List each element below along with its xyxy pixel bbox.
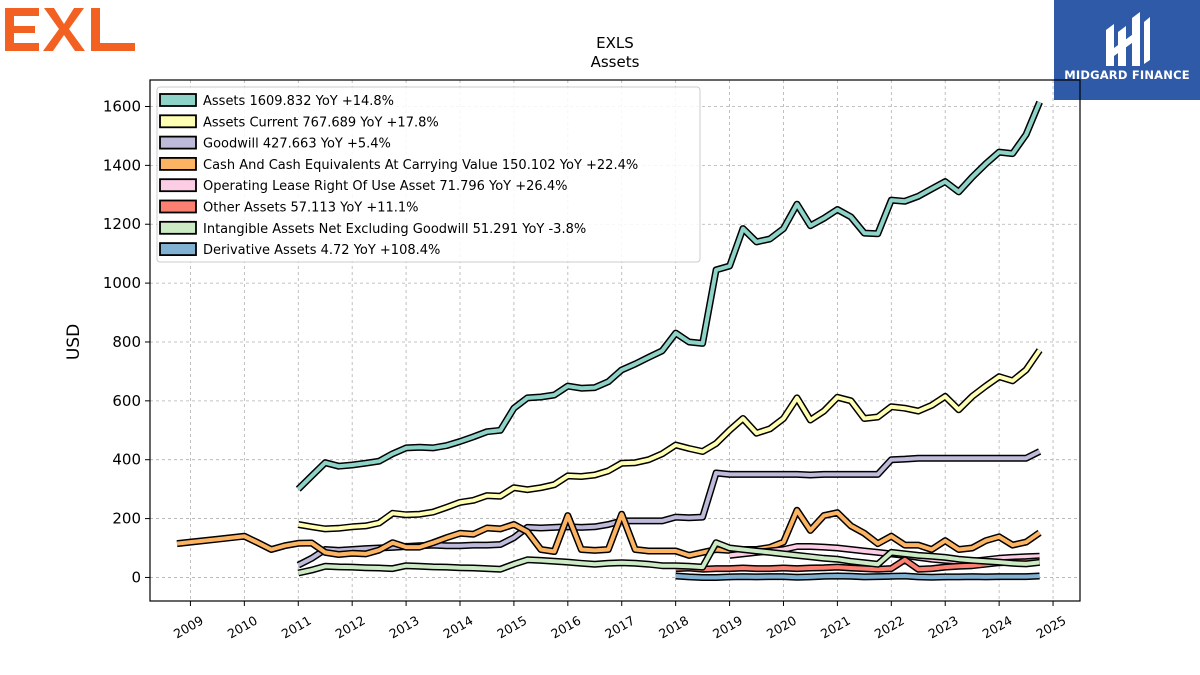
chart-title: EXLS — [596, 34, 634, 52]
x-tick-label: 2010 — [225, 613, 260, 642]
x-tick-label: 2018 — [656, 613, 691, 642]
legend-label: Other Assets 57.113 YoY +11.1% — [203, 201, 419, 216]
series-assets-current — [297, 348, 1043, 533]
legend-item: Operating Lease Right Of Use Asset 71.79… — [159, 178, 567, 194]
legend-item: Other Assets 57.113 YoY +11.1% — [159, 199, 419, 216]
series-assets — [295, 100, 1043, 492]
plot-frame — [149, 79, 1081, 602]
legend-item: Derivative Assets 4.72 YoY +108.4% — [159, 242, 440, 258]
series-line — [675, 574, 1040, 580]
legend-label: Derivative Assets 4.72 YoY +108.4% — [203, 243, 440, 258]
legend-item: Assets 1609.832 YoY +14.8% — [159, 93, 394, 109]
legend-label: Intangible Assets Net Excluding Goodwill… — [203, 222, 586, 237]
legend-swatch — [159, 114, 197, 129]
series-line — [296, 101, 1042, 491]
y-axis-label: USD — [64, 324, 84, 360]
series-intangible-assets-net-excluding-goodwill — [297, 539, 1040, 577]
legend-label: Cash And Cash Equivalents At Carrying Va… — [203, 158, 638, 173]
x-tick-label: 2016 — [548, 613, 583, 642]
legend: Assets 1609.832 YoY +14.8% Assets Current… — [156, 86, 701, 263]
y-tick-label: 0 — [131, 568, 141, 586]
x-tick-label: 2009 — [171, 613, 206, 642]
legend-item: Goodwill 427.663 YoY +5.4% — [159, 135, 391, 152]
legend-label: Goodwill 427.663 YoY +5.4% — [203, 137, 391, 152]
series-cash-and-cash-equivalents-at-carrying-value — [176, 506, 1042, 559]
series-line — [176, 508, 1041, 558]
midgard-finance-logo: MIDGARD FINANCE — [1054, 0, 1200, 100]
y-tick-label: 1200 — [103, 215, 141, 233]
series-line — [297, 349, 1042, 531]
y-tick-label: 200 — [112, 510, 141, 528]
series-derivative-assets — [675, 572, 1040, 581]
legend-swatch — [159, 156, 197, 171]
legend-label: Assets Current 767.689 YoY +17.8% — [203, 115, 439, 130]
legend-swatch — [159, 199, 197, 214]
y-tick-label: 800 — [112, 333, 141, 351]
y-tick-label: 400 — [112, 451, 141, 469]
legend-swatch — [159, 242, 197, 257]
series-other-assets — [675, 556, 1040, 573]
x-tick-label: 2017 — [602, 613, 637, 642]
legend-swatch — [159, 135, 197, 150]
midgard-wordmark: MIDGARD FINANCE — [1064, 68, 1190, 82]
series-line — [297, 540, 1040, 575]
legend-item: Cash And Cash Equivalents At Carrying Va… — [159, 156, 638, 173]
y-tick-label: 1600 — [103, 97, 141, 115]
x-tick-label: 2013 — [387, 613, 422, 642]
x-tick-label: 2022 — [872, 613, 907, 642]
exl-logo — [0, 0, 140, 60]
chart-subtitle: Assets — [591, 53, 640, 71]
y-tick-label: 1000 — [103, 274, 141, 292]
series-line — [675, 557, 1040, 572]
legend-swatch — [159, 178, 197, 193]
x-tick-label: 2014 — [440, 613, 475, 642]
legend-label: Operating Lease Right Of Use Asset 71.79… — [203, 179, 567, 194]
legend-label: Assets 1609.832 YoY +14.8% — [203, 94, 394, 109]
x-tick-label: 2020 — [764, 613, 799, 642]
y-tick-label: 600 — [112, 392, 141, 410]
series-outline — [297, 348, 1043, 533]
y-tick-label: 1400 — [103, 156, 141, 174]
legend-item: Assets Current 767.689 YoY +17.8% — [159, 114, 439, 130]
x-tick-label: 2025 — [1033, 613, 1068, 642]
x-tick-label: 2015 — [494, 613, 529, 642]
x-tick-label: 2021 — [818, 613, 853, 642]
y-axis: 0 200 400 600 800 1000 1200 1400 1600 — [103, 97, 150, 586]
midgard-glyph-icon — [1106, 12, 1150, 66]
x-tick-label: 2019 — [710, 613, 745, 642]
x-axis: 2009 2010 2011 2012 2013 2014 2015 2016 2017 2018… — [171, 601, 1069, 642]
x-tick-label: 2011 — [279, 613, 314, 642]
series-layer — [176, 100, 1043, 581]
x-tick-label: 2023 — [926, 613, 961, 642]
legend-item: Intangible Assets Net Excluding Goodwill… — [159, 220, 586, 237]
x-tick-label: 2024 — [980, 613, 1015, 642]
legend-swatch — [159, 220, 197, 235]
legend-box — [156, 86, 701, 263]
x-tick-label: 2012 — [333, 613, 368, 642]
legend-swatch — [159, 93, 197, 107]
